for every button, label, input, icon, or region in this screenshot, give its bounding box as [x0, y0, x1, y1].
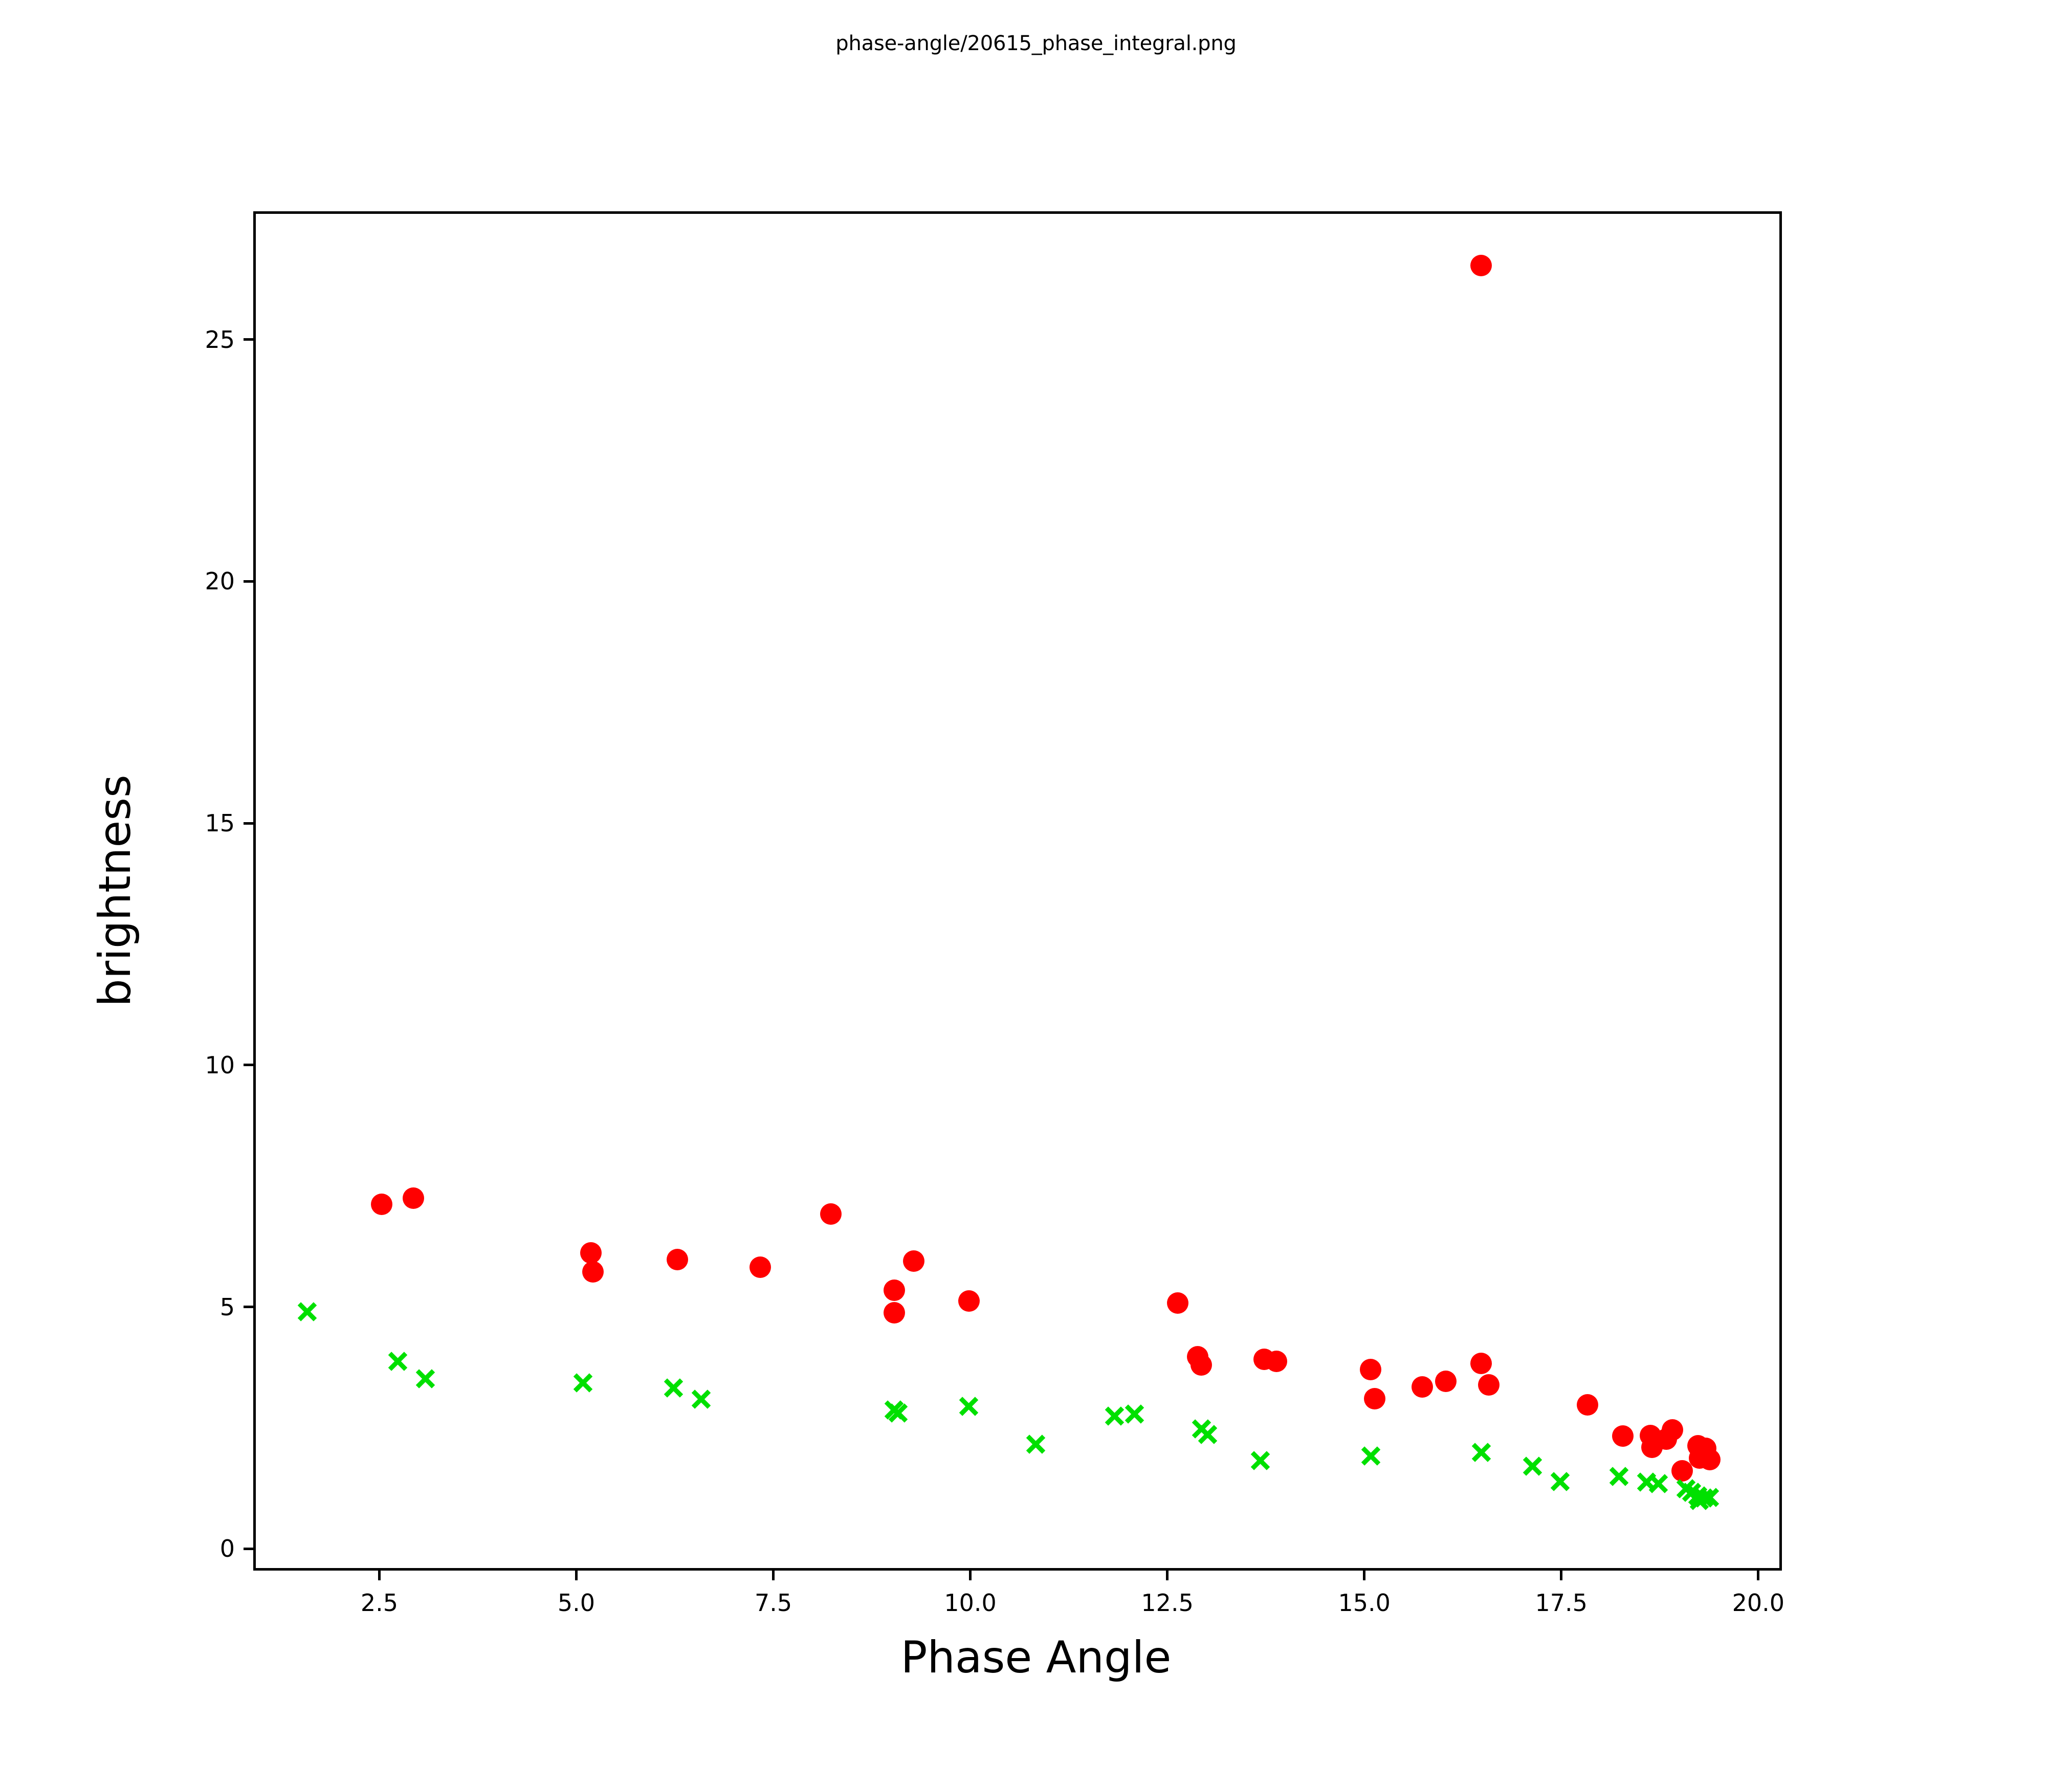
- data-point-red-circles: [1364, 1387, 1386, 1409]
- x-axis-tick-label: 7.5: [754, 1589, 792, 1617]
- data-point-red-circles: [883, 1302, 905, 1324]
- data-point-red-circles: [1478, 1374, 1500, 1396]
- x-axis-label: Phase Angle: [900, 1632, 1172, 1683]
- y-axis-tick-label: 25: [205, 325, 235, 354]
- data-point-green-crosses: [1025, 1433, 1047, 1455]
- y-axis-tick-label: 10: [205, 1051, 235, 1079]
- data-point-red-circles: [1435, 1370, 1457, 1392]
- data-point-red-circles: [1699, 1448, 1721, 1470]
- y-axis-tick: [244, 1306, 253, 1309]
- data-point-green-crosses: [1123, 1403, 1145, 1425]
- x-axis-tick-label: 17.5: [1535, 1589, 1588, 1617]
- plot-axes: [253, 211, 1782, 1571]
- data-point-red-circles: [883, 1279, 905, 1301]
- y-axis-tick-label: 5: [219, 1293, 235, 1321]
- y-axis-tick: [244, 338, 253, 341]
- y-axis-tick: [244, 822, 253, 825]
- y-axis-tick: [244, 1064, 253, 1067]
- data-point-green-crosses: [958, 1395, 980, 1418]
- x-axis-tick: [1560, 1571, 1563, 1580]
- y-axis-tick-label: 20: [205, 567, 235, 595]
- data-point-green-crosses: [1249, 1449, 1272, 1472]
- data-point-green-crosses: [1359, 1445, 1382, 1467]
- data-point-red-circles: [1612, 1425, 1634, 1447]
- data-point-red-circles: [667, 1249, 688, 1271]
- data-point-green-crosses: [662, 1377, 685, 1399]
- data-point-green-crosses: [1549, 1470, 1571, 1493]
- data-point-green-crosses: [1699, 1486, 1721, 1509]
- x-axis-tick: [969, 1571, 972, 1580]
- data-point-green-crosses: [414, 1367, 436, 1390]
- data-point-red-circles: [371, 1194, 393, 1216]
- x-axis-tick-label: 2.5: [360, 1589, 398, 1617]
- data-point-red-circles: [1576, 1394, 1598, 1416]
- y-axis-tick-label: 0: [219, 1535, 235, 1563]
- data-point-red-circles: [903, 1250, 925, 1272]
- data-point-red-circles: [749, 1256, 771, 1278]
- x-axis-tick: [378, 1571, 381, 1580]
- data-point-red-circles: [1411, 1376, 1433, 1398]
- x-axis-tick-label: 15.0: [1338, 1589, 1391, 1617]
- y-axis-label: brightness: [90, 775, 141, 1007]
- data-point-red-circles: [1191, 1354, 1213, 1376]
- data-point-red-circles: [1470, 255, 1492, 277]
- data-point-red-circles: [820, 1203, 842, 1225]
- data-point-green-crosses: [1521, 1455, 1544, 1477]
- data-point-red-circles: [580, 1242, 602, 1264]
- data-point-green-crosses: [1470, 1441, 1492, 1464]
- x-axis-tick: [1757, 1571, 1760, 1580]
- x-axis-tick: [575, 1571, 578, 1580]
- data-point-green-crosses: [1647, 1472, 1670, 1495]
- x-axis-tick-label: 5.0: [557, 1589, 596, 1617]
- data-point-red-circles: [1662, 1419, 1684, 1441]
- data-point-green-crosses: [887, 1402, 909, 1424]
- x-axis-tick-label: 20.0: [1732, 1589, 1784, 1617]
- data-point-red-circles: [403, 1187, 425, 1209]
- x-axis-tick: [1363, 1571, 1366, 1580]
- y-axis-tick: [244, 1547, 253, 1550]
- y-axis-tick: [244, 580, 253, 583]
- data-point-green-crosses: [690, 1388, 712, 1410]
- data-point-green-crosses: [386, 1350, 409, 1373]
- data-point-red-circles: [1470, 1352, 1492, 1374]
- data-point-red-circles: [1167, 1292, 1189, 1314]
- y-axis-tick-label: 15: [205, 809, 235, 837]
- data-point-red-circles: [1360, 1358, 1382, 1380]
- data-point-green-crosses: [571, 1372, 594, 1394]
- x-axis-tick-label: 12.5: [1141, 1589, 1194, 1617]
- figure-title: phase-angle/20615_phase_integral.png: [835, 32, 1237, 55]
- data-point-red-circles: [1265, 1350, 1287, 1372]
- data-point-green-crosses: [1104, 1405, 1126, 1427]
- x-axis-tick: [1166, 1571, 1169, 1580]
- data-point-green-crosses: [1197, 1423, 1219, 1446]
- plot-area: [256, 214, 1779, 1568]
- data-point-green-crosses: [1608, 1465, 1630, 1488]
- data-point-green-crosses: [296, 1300, 318, 1323]
- data-point-red-circles: [958, 1290, 980, 1312]
- x-axis-tick-label: 10.0: [944, 1589, 997, 1617]
- x-axis-tick: [772, 1571, 775, 1580]
- data-point-red-circles: [582, 1261, 604, 1283]
